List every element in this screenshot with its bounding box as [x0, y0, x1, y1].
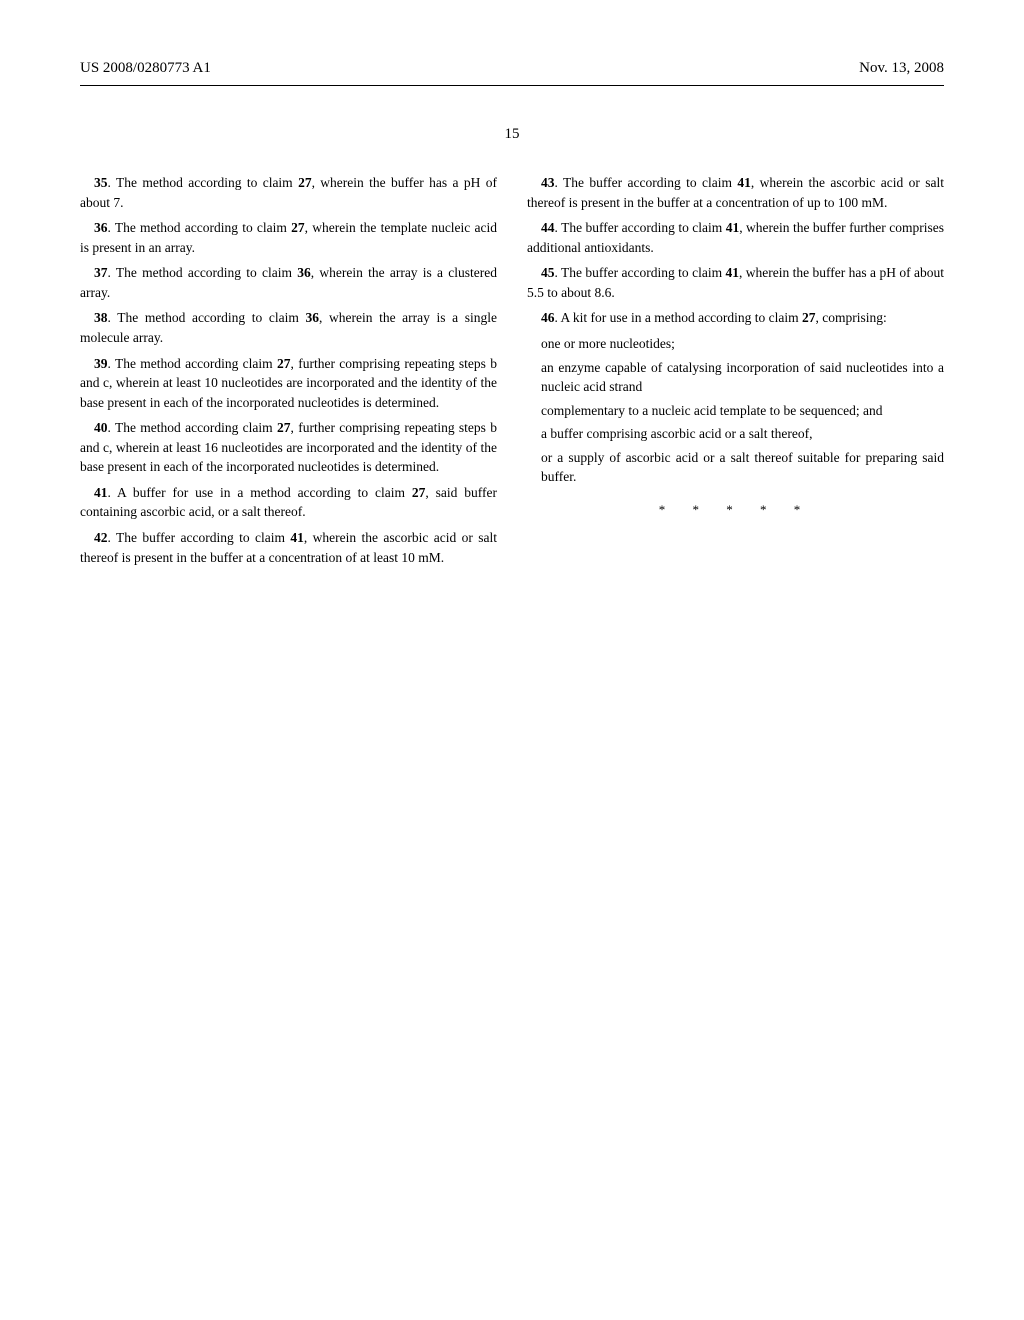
left-column: 35. The method according to claim 27, wh…: [80, 173, 497, 573]
claim-num: 42: [94, 530, 108, 545]
claim-num: 46: [541, 310, 555, 325]
claim-45: 45. The buffer according to claim 41, wh…: [527, 263, 944, 302]
claim-ref: 36: [306, 310, 320, 325]
kit-item-a: one or more nucleotides;: [541, 334, 944, 354]
claim-40: 40. The method according claim 27, furth…: [80, 418, 497, 477]
claim-38: 38. The method according to claim 36, wh…: [80, 308, 497, 347]
claim-text: . The buffer according to claim: [108, 530, 291, 545]
claim-ref: 41: [726, 220, 740, 235]
claim-text: . The method according to claim: [108, 265, 298, 280]
claim-num: 38: [94, 310, 108, 325]
claim-ref: 27: [412, 485, 426, 500]
right-column: 43. The buffer according to claim 41, wh…: [527, 173, 944, 573]
kit-item-d: a buffer comprising ascorbic acid or a s…: [541, 424, 944, 444]
claim-text: . The method according to claim: [108, 175, 299, 190]
claim-text: . A kit for use in a method according to…: [555, 310, 802, 325]
patent-page: US 2008/0280773 A1 Nov. 13, 2008 15 35. …: [0, 0, 1024, 613]
claim-39: 39. The method according claim 27, furth…: [80, 354, 497, 413]
page-number: 15: [80, 126, 944, 143]
claim-ref: 27: [291, 220, 305, 235]
claim-35: 35. The method according to claim 27, wh…: [80, 173, 497, 212]
claim-num: 44: [541, 220, 555, 235]
claim-text: . The buffer according to claim: [555, 175, 738, 190]
claim-text: . The method according claim: [108, 420, 278, 435]
claim-num: 37: [94, 265, 108, 280]
publication-number: US 2008/0280773 A1: [80, 60, 211, 77]
claim-num: 45: [541, 265, 555, 280]
claim-46: 46. A kit for use in a method according …: [527, 308, 944, 328]
claim-num: 35: [94, 175, 108, 190]
claim-ref: 36: [297, 265, 311, 280]
kit-item-c: complementary to a nucleic acid template…: [541, 401, 944, 421]
kit-item-b: an enzyme capable of catalysing incorpor…: [541, 358, 944, 397]
claim-42: 42. The buffer according to claim 41, wh…: [80, 528, 497, 567]
claim-ref: 27: [298, 175, 312, 190]
claim-36: 36. The method according to claim 27, wh…: [80, 218, 497, 257]
page-header: US 2008/0280773 A1 Nov. 13, 2008: [80, 60, 944, 77]
claim-num: 39: [94, 356, 108, 371]
publication-date: Nov. 13, 2008: [859, 60, 944, 77]
claim-text: . A buffer for use in a method according…: [108, 485, 412, 500]
kit-item-e: or a supply of ascorbic acid or a salt t…: [541, 448, 944, 487]
claim-ref: 41: [737, 175, 751, 190]
claim-ref: 27: [277, 420, 291, 435]
claim-tail: , comprising:: [815, 310, 886, 325]
claim-37: 37. The method according to claim 36, wh…: [80, 263, 497, 302]
claim-text: . The method according to claim: [108, 310, 306, 325]
claim-43: 43. The buffer according to claim 41, wh…: [527, 173, 944, 212]
claim-44: 44. The buffer according to claim 41, wh…: [527, 218, 944, 257]
claim-num: 43: [541, 175, 555, 190]
claim-text: . The method according to claim: [108, 220, 292, 235]
end-stars: * * * * *: [527, 501, 944, 520]
claim-ref: 27: [277, 356, 291, 371]
claim-text: . The method according claim: [108, 356, 278, 371]
content-columns: 35. The method according to claim 27, wh…: [80, 173, 944, 573]
claim-num: 36: [94, 220, 108, 235]
claim-ref: 27: [802, 310, 816, 325]
header-rule: [80, 85, 944, 86]
claim-num: 41: [94, 485, 108, 500]
claim-text: . The buffer according to claim: [555, 220, 726, 235]
claim-num: 40: [94, 420, 108, 435]
claim-ref: 41: [725, 265, 739, 280]
claim-ref: 41: [290, 530, 304, 545]
claim-text: . The buffer according to claim: [555, 265, 726, 280]
claim-41: 41. A buffer for use in a method accordi…: [80, 483, 497, 522]
